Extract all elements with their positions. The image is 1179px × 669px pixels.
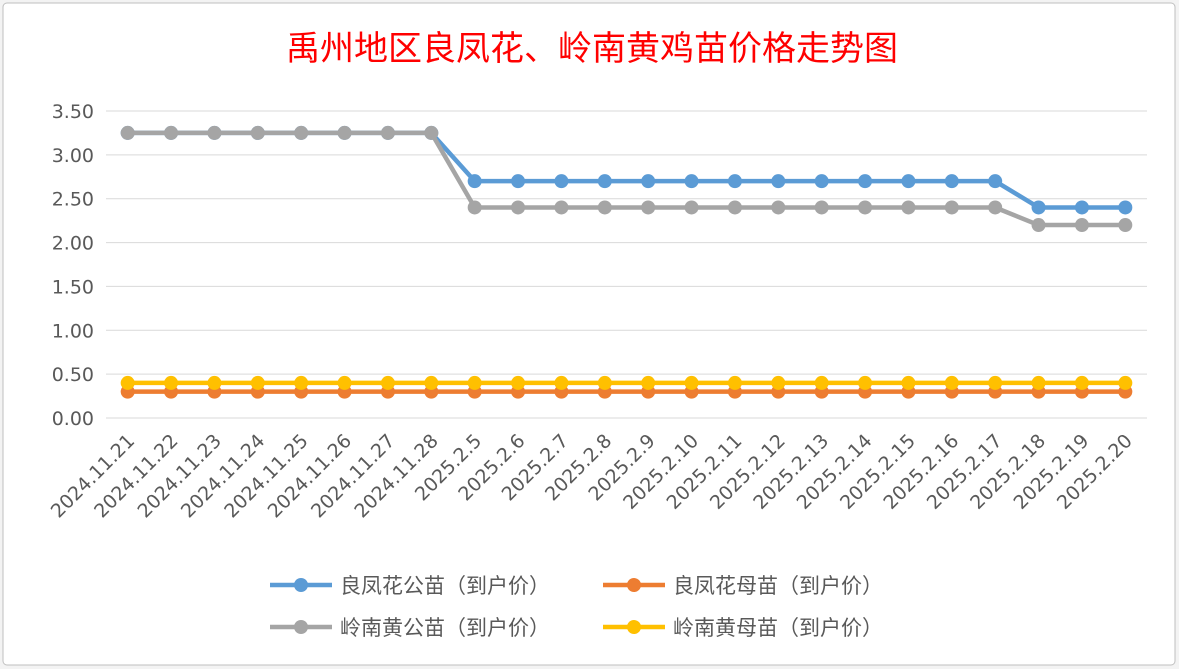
data-point (944, 375, 959, 390)
data-point (380, 125, 395, 140)
data-point (814, 375, 829, 390)
y-tick-label: 2.00 (52, 233, 94, 255)
data-point (1031, 218, 1046, 233)
data-point (424, 125, 439, 140)
y-tick-label: 3.00 (52, 145, 94, 167)
data-point (164, 125, 179, 140)
data-point (424, 375, 439, 390)
data-point (511, 174, 526, 189)
data-point (771, 174, 786, 189)
data-point (1074, 375, 1089, 390)
legend-item: 岭南黄公苗（到户价） (270, 616, 550, 640)
data-point (511, 375, 526, 390)
data-point (684, 200, 699, 215)
data-point (1074, 218, 1089, 233)
data-point (597, 174, 612, 189)
data-point (901, 174, 916, 189)
data-point (771, 200, 786, 215)
data-point (207, 375, 222, 390)
legend-label: 良凤花母苗（到户价） (673, 574, 883, 598)
series-group (120, 125, 1133, 233)
data-point (337, 375, 352, 390)
legend-swatch-marker (294, 578, 308, 592)
data-point (207, 125, 222, 140)
y-tick-label: 2.50 (52, 189, 94, 211)
legend: 良凤花公苗（到户价） 良凤花母苗（到户价） 岭南黄公苗（到户价） 岭南黄母苗（到户价） (270, 574, 883, 640)
data-point (554, 174, 569, 189)
data-point (641, 174, 656, 189)
series-line (127, 130, 1126, 228)
data-point (858, 200, 873, 215)
series-lines (120, 125, 1133, 399)
y-tick-label: 3.50 (52, 101, 94, 123)
data-point (901, 375, 916, 390)
data-point (1074, 200, 1089, 215)
data-point (814, 174, 829, 189)
data-point (771, 375, 786, 390)
data-point (1118, 218, 1133, 233)
y-tick-label: 0.00 (52, 408, 94, 430)
data-point (1118, 200, 1133, 215)
legend-item: 良凤花公苗（到户价） (270, 574, 550, 598)
data-point (988, 200, 1003, 215)
data-point (250, 375, 265, 390)
data-point (467, 174, 482, 189)
data-point (727, 174, 742, 189)
data-point (164, 375, 179, 390)
data-point (337, 125, 352, 140)
data-point (858, 174, 873, 189)
data-point (1031, 375, 1046, 390)
data-point (684, 375, 699, 390)
y-tick-label: 0.50 (52, 364, 94, 386)
data-point (1031, 200, 1046, 215)
data-point (120, 125, 135, 140)
data-point (597, 200, 612, 215)
legend-label: 岭南黄公苗（到户价） (340, 616, 550, 640)
y-tick-label: 1.00 (52, 320, 94, 342)
legend-swatch-marker (627, 578, 641, 592)
series-group (120, 375, 1133, 390)
data-point (554, 200, 569, 215)
data-point (294, 375, 309, 390)
legend-swatch-marker (294, 620, 308, 634)
data-point (641, 200, 656, 215)
data-point (814, 200, 829, 215)
data-point (944, 200, 959, 215)
data-point (727, 375, 742, 390)
data-point (250, 125, 265, 140)
data-point (641, 375, 656, 390)
data-point (467, 375, 482, 390)
data-point (858, 375, 873, 390)
data-point (944, 174, 959, 189)
data-point (467, 200, 482, 215)
legend-label: 岭南黄母苗（到户价） (673, 616, 883, 640)
data-point (380, 375, 395, 390)
data-point (554, 375, 569, 390)
y-axis-tick-labels: 0.00 0.50 1.00 1.50 2.00 2.50 3.00 3.50 (52, 101, 94, 430)
legend-label: 良凤花公苗（到户价） (340, 574, 550, 598)
legend-item: 岭南黄母苗（到户价） (603, 616, 883, 640)
data-point (1118, 375, 1133, 390)
y-tick-label: 1.50 (52, 276, 94, 298)
data-point (727, 200, 742, 215)
legend-swatch-marker (627, 620, 641, 634)
data-point (511, 200, 526, 215)
data-point (901, 200, 916, 215)
data-point (988, 174, 1003, 189)
data-point (597, 375, 612, 390)
data-point (120, 375, 135, 390)
gridlines (106, 110, 1147, 419)
data-point (294, 125, 309, 140)
chart-title: 禹州地区良凤花、岭南黄鸡苗价格走势图 (286, 29, 898, 69)
data-point (684, 174, 699, 189)
legend-item: 良凤花母苗（到户价） (603, 574, 883, 598)
data-point (988, 375, 1003, 390)
